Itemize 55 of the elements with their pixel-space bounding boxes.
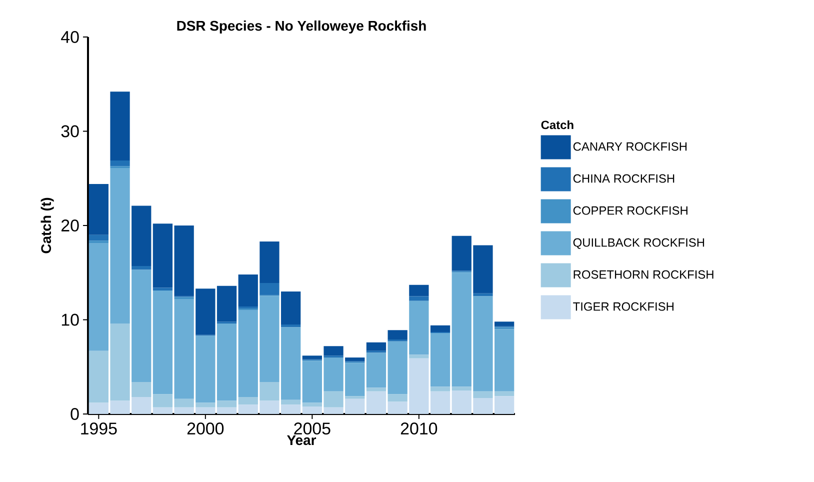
bar (216, 286, 237, 322)
legend-title: Catch (541, 120, 574, 130)
bar (366, 352, 386, 388)
bar (430, 386, 450, 392)
bar (216, 324, 237, 401)
bar (216, 407, 237, 414)
bar (366, 342, 386, 351)
x-tick-label: 1995 (81, 422, 117, 435)
x-tick-label: 2010 (400, 422, 438, 435)
bar (132, 206, 152, 266)
legend-label: COPPER ROCKFISH (573, 206, 688, 215)
bar (110, 92, 130, 160)
bar (110, 160, 130, 166)
bar (409, 296, 429, 301)
x-tick-label: 2005 (294, 422, 330, 435)
bar (152, 394, 173, 408)
bar (152, 288, 173, 291)
y-tick-label: 40 (61, 31, 79, 43)
bar (281, 324, 301, 328)
y-tick-label: 10 (62, 314, 79, 326)
bar (473, 293, 493, 296)
bar (152, 407, 173, 414)
legend-label: CHINA ROCKFISH (573, 174, 674, 183)
bar (409, 354, 429, 358)
legend-label: ROSETHORN ROCKFISH (574, 270, 714, 279)
bar (132, 266, 152, 270)
bar (388, 330, 408, 340)
bar (452, 386, 472, 390)
bar (152, 290, 173, 394)
x-axis-title: Year (287, 435, 316, 446)
bar (430, 325, 450, 332)
chart-title: DSR Species - No Yelloweye Rockfish (177, 20, 426, 34)
bar (281, 291, 301, 324)
y-tick-label: 20 (62, 220, 79, 232)
bar (345, 357, 365, 362)
x-tick-label: 2000 (187, 422, 224, 435)
legend-label: QUILLBACK ROCKFISH (573, 238, 704, 249)
bar (260, 282, 280, 296)
legend-label: TIGER ROCKFISH (573, 302, 674, 311)
y-tick-label: 30 (61, 125, 79, 138)
bar (88, 240, 108, 244)
legend-label: CANARY ROCKFISH (573, 142, 687, 151)
bar (88, 234, 108, 241)
bar (366, 391, 386, 414)
y-axis-title: Catch (t) (40, 198, 54, 254)
bar (324, 346, 344, 356)
bar (494, 322, 514, 326)
bar (88, 184, 108, 235)
bar (216, 400, 237, 408)
y-tick-label: 0 (70, 408, 79, 420)
bar (152, 224, 173, 288)
bar (366, 388, 386, 392)
bar (302, 356, 322, 360)
bar (388, 394, 408, 402)
bar (409, 284, 429, 296)
